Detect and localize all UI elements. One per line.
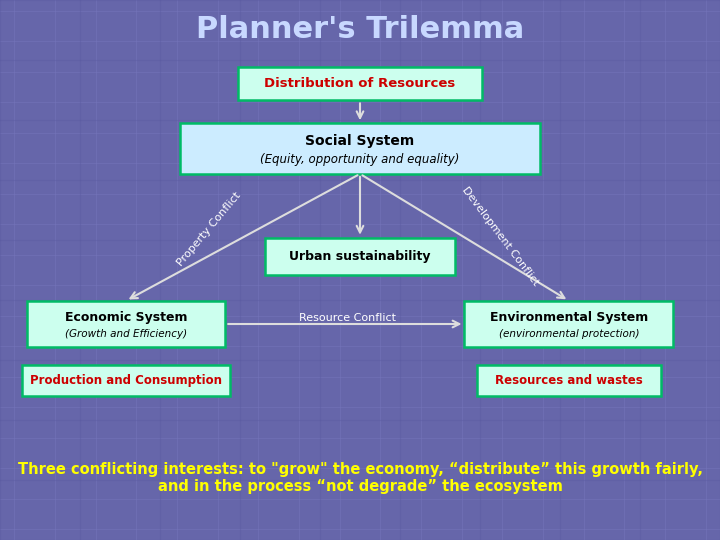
FancyBboxPatch shape — [477, 365, 661, 396]
Text: (Growth and Efficiency): (Growth and Efficiency) — [65, 329, 187, 339]
Text: Social System: Social System — [305, 134, 415, 149]
Text: Planner's Trilemma: Planner's Trilemma — [196, 15, 524, 44]
Text: (Equity, opportunity and equality): (Equity, opportunity and equality) — [261, 153, 459, 166]
FancyBboxPatch shape — [464, 301, 673, 347]
Text: Production and Consumption: Production and Consumption — [30, 374, 222, 387]
FancyBboxPatch shape — [238, 67, 482, 100]
Text: Distribution of Resources: Distribution of Resources — [264, 77, 456, 90]
FancyBboxPatch shape — [27, 301, 225, 347]
Text: Development Conflict: Development Conflict — [460, 185, 541, 287]
FancyBboxPatch shape — [180, 123, 540, 174]
Text: Three conflicting interests: to "grow" the economy, “distribute” this growth fai: Three conflicting interests: to "grow" t… — [17, 462, 703, 494]
FancyBboxPatch shape — [265, 238, 456, 275]
Text: (environmental protection): (environmental protection) — [498, 329, 639, 339]
Text: Economic System: Economic System — [65, 311, 187, 324]
Text: Property Conflict: Property Conflict — [175, 191, 243, 268]
FancyBboxPatch shape — [22, 365, 230, 396]
Text: Urban sustainability: Urban sustainability — [289, 250, 431, 263]
Text: Environmental System: Environmental System — [490, 311, 648, 324]
Text: Resources and wastes: Resources and wastes — [495, 374, 643, 387]
Text: Resource Conflict: Resource Conflict — [299, 313, 395, 322]
